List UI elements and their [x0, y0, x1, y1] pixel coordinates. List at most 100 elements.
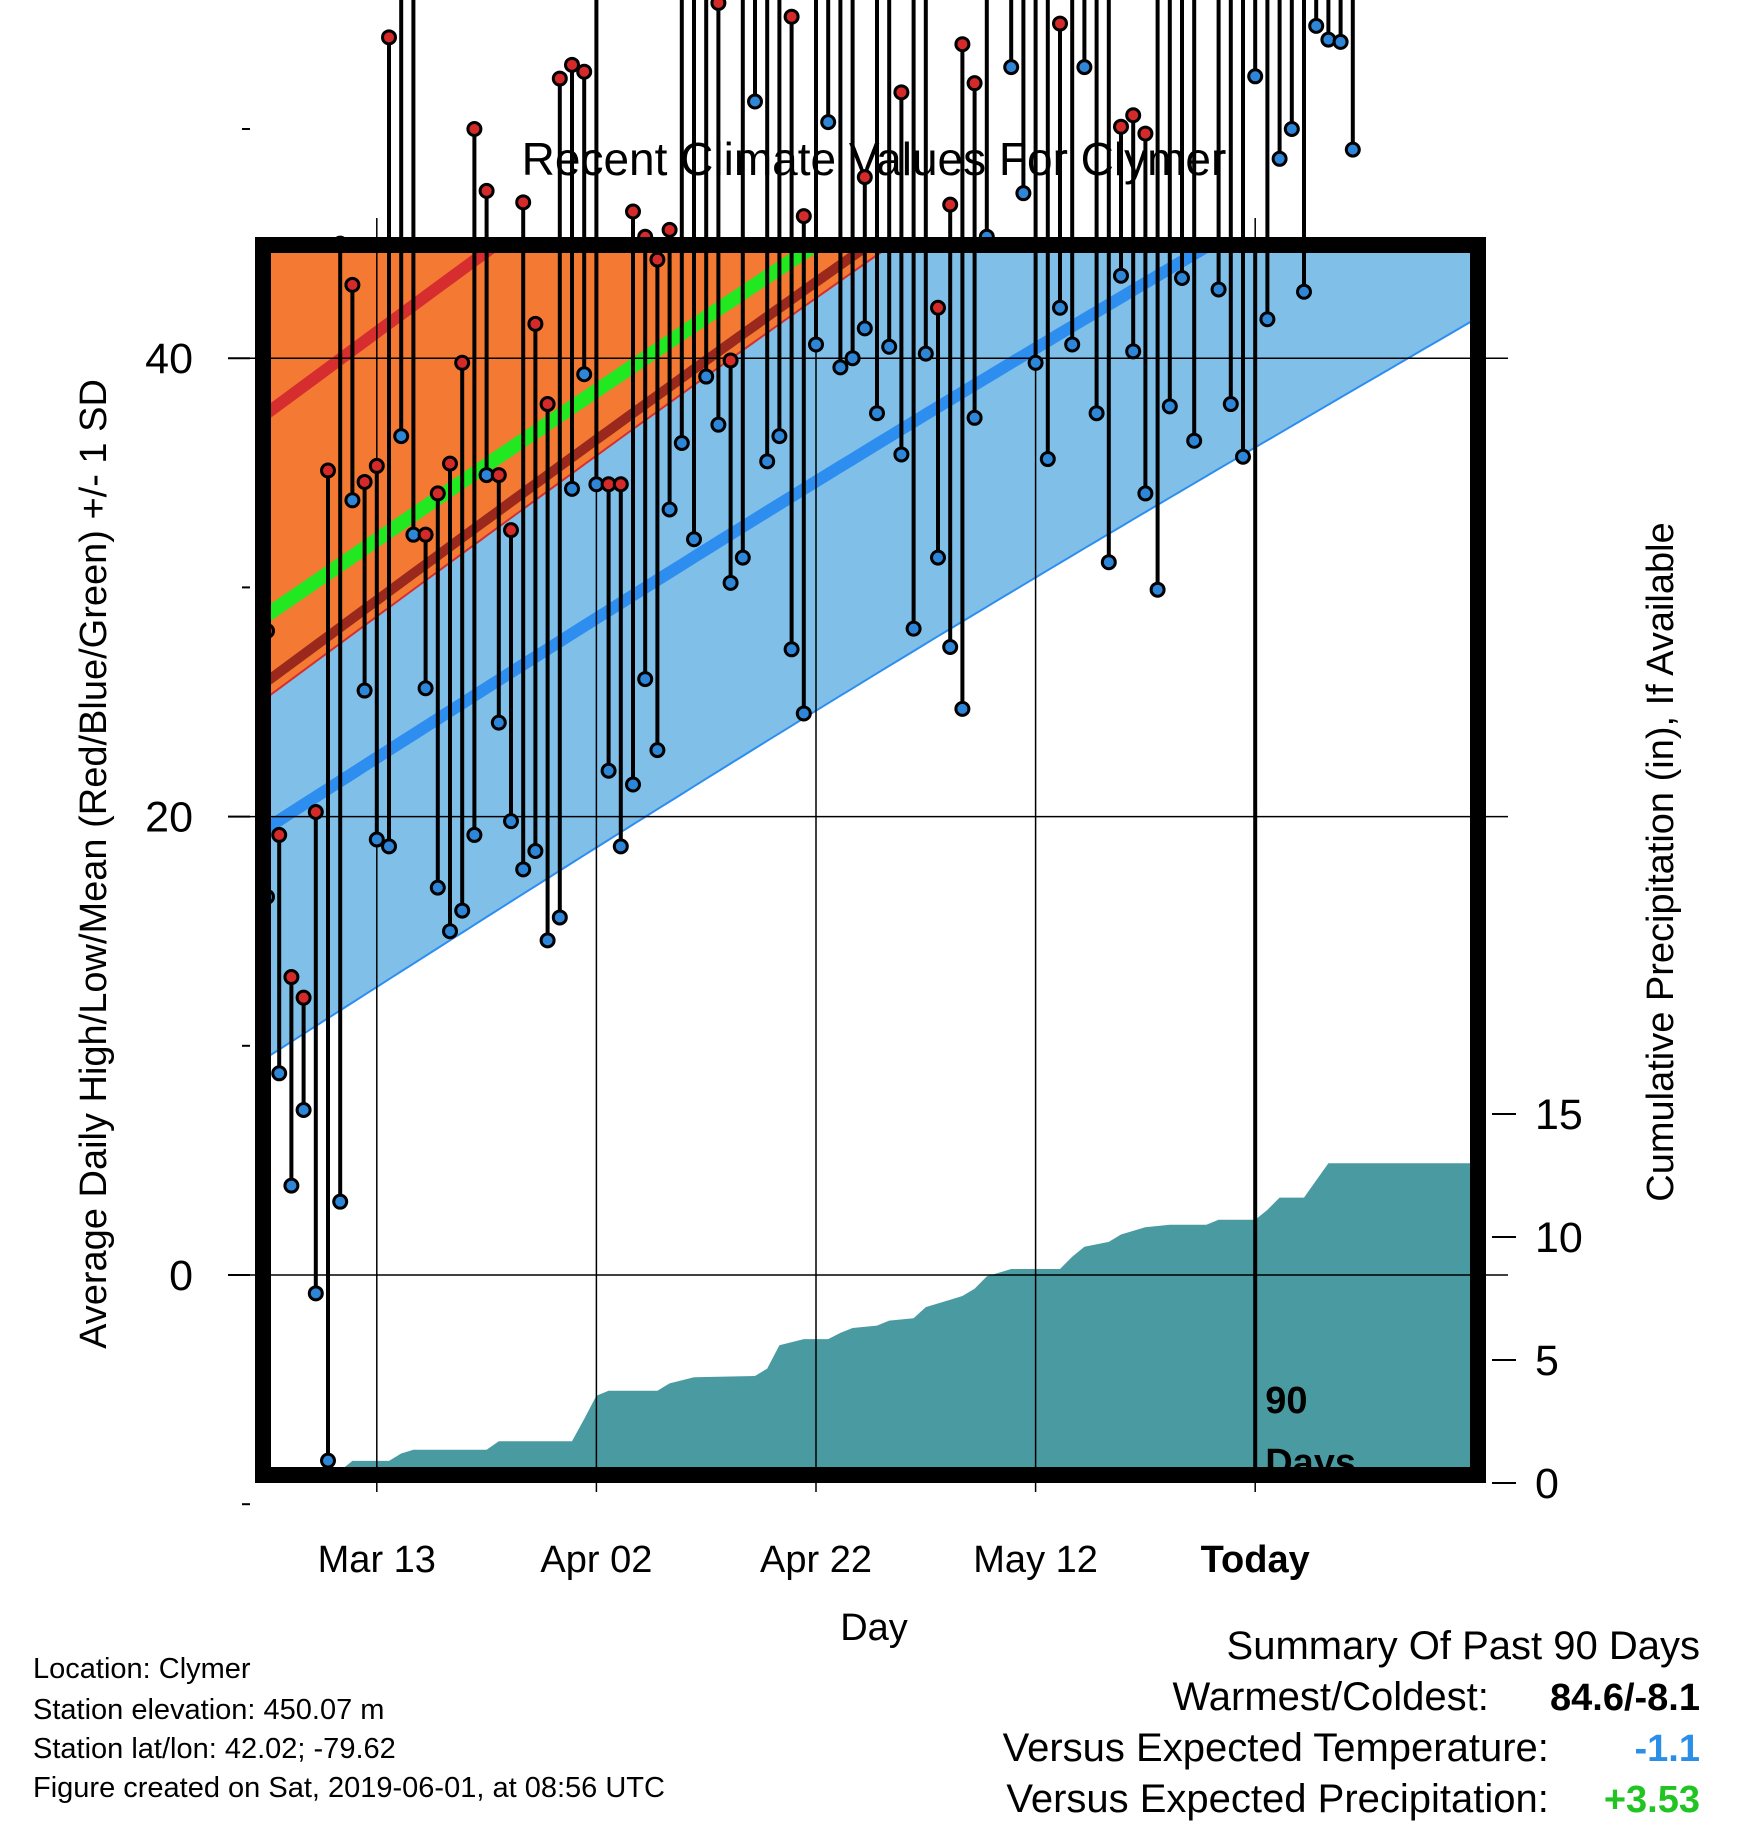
obs-high-dot	[564, 56, 580, 73]
obs-high-dot	[954, 36, 971, 53]
obs-low-dot	[356, 682, 373, 699]
obs-low-dot	[747, 93, 763, 110]
obs-low-dot	[734, 549, 751, 566]
obs-low-dot	[1113, 267, 1129, 284]
obs-low-dot	[759, 453, 776, 470]
obs-low-dot	[1100, 554, 1117, 571]
obs-low-dot	[1308, 17, 1325, 34]
high-band-edge	[264, 245, 878, 686]
obs-low-dot	[808, 336, 824, 353]
station-elevation: Station elevation: 450.07 m	[33, 1694, 385, 1726]
obs-high-dot	[271, 826, 288, 843]
summary-precip-row: Versus Expected Precipitation: +3.53	[1006, 1779, 1700, 1819]
obs-low-dot	[393, 428, 410, 445]
y-right-tick-label: 0	[1535, 1460, 1559, 1508]
obs-high-dot	[930, 299, 946, 316]
obs-high-dot	[966, 75, 983, 92]
obs-high-dot	[710, 0, 727, 11]
obs-high-dot	[795, 208, 812, 225]
grid-layer	[228, 218, 1508, 1492]
obs-high-dot	[417, 526, 434, 543]
obs-low-dot	[771, 428, 788, 445]
obs-high-dot	[551, 70, 568, 87]
obs-low-dot	[1064, 336, 1081, 353]
obs-low-dot	[1039, 451, 1056, 468]
obs-low-dot	[1161, 398, 1178, 415]
obs-high-dot	[649, 251, 666, 268]
obs-low-dot	[1137, 485, 1154, 502]
obs-low-dot	[722, 574, 739, 591]
obs-low-dot	[686, 531, 702, 548]
obs-low-dot	[466, 826, 483, 843]
obs-low-dot	[344, 492, 361, 509]
obs-high-dot	[429, 485, 446, 502]
obs-low-dot	[1344, 141, 1361, 158]
obs-low-dot	[673, 435, 690, 452]
obs-low-dot	[283, 1177, 300, 1194]
obs-low-dot	[454, 902, 471, 919]
obs-high-dot	[539, 396, 556, 413]
obs-high-dot	[356, 473, 373, 490]
obs-high-dot	[783, 8, 800, 25]
summary-title: Summary Of Past 90 Days	[1226, 1624, 1700, 1668]
obs-low-dot	[832, 359, 849, 376]
obs-high-dot	[442, 455, 458, 472]
obs-low-dot	[503, 813, 519, 830]
observations-layer	[259, 0, 1361, 1469]
obs-high-dot	[722, 352, 739, 369]
obs-low-dot	[576, 366, 593, 383]
summary-temp-row: Versus Expected Temperature: -1.1	[1003, 1728, 1700, 1768]
obs-high-dot	[368, 457, 385, 474]
obs-low-dot	[930, 549, 946, 566]
obs-low-dot	[625, 776, 641, 793]
obs-low-dot	[856, 320, 873, 337]
obs-high-dot	[515, 194, 532, 211]
summary-warmest-row: Warmest/Coldest: 84.6/-8.1	[1173, 1677, 1701, 1717]
x-tick-label: May 12	[973, 1539, 1098, 1581]
obs-low-dot	[551, 909, 568, 926]
obs-low-dot	[710, 416, 727, 433]
obs-low-dot	[564, 480, 580, 497]
summary-temp-label: Versus Expected Temperature:	[1002, 1726, 1549, 1770]
obs-high-dot	[454, 354, 471, 371]
obs-low-dot	[698, 368, 715, 385]
obs-low-dot	[844, 350, 861, 367]
obs-low-dot	[1076, 59, 1093, 76]
obs-low-dot	[600, 762, 617, 779]
x-tick-label: Mar 13	[318, 1539, 436, 1581]
obs-low-dot	[295, 1101, 312, 1118]
y-left-tick-label: 40	[145, 335, 193, 383]
obs-low-dot	[612, 838, 629, 855]
obs-high-dot	[283, 969, 300, 986]
obs-low-dot	[1283, 121, 1300, 137]
obs-low-dot	[307, 1285, 324, 1302]
obs-low-dot	[1174, 269, 1190, 286]
summary-warmest-label: Warmest/Coldest:	[1172, 1675, 1489, 1719]
obs-low-dot	[1027, 354, 1044, 371]
obs-low-dot	[442, 923, 458, 940]
obs-high-dot	[381, 29, 397, 46]
y-right-tick-label: 5	[1535, 1337, 1559, 1385]
obs-low-dot	[783, 641, 800, 658]
obs-low-dot	[1088, 405, 1105, 422]
obs-low-dot	[1003, 59, 1020, 76]
obs-low-dot	[966, 409, 983, 426]
obs-low-dot	[1235, 448, 1251, 465]
obs-low-dot	[271, 1065, 288, 1082]
high-mean-line	[263, 245, 506, 419]
obs-high-dot	[307, 804, 324, 821]
obs-low-dot	[1210, 281, 1227, 298]
obs-high-dot	[344, 276, 361, 293]
obs-low-dot	[881, 338, 898, 355]
obs-low-dot	[1015, 185, 1032, 202]
y-axis-left-label: Average Daily High/Low/Mean (Red/Blue/Gr…	[73, 379, 115, 1349]
mean-line	[263, 245, 829, 621]
obs-low-dot	[869, 405, 885, 422]
obs-low-dot	[539, 932, 556, 949]
obs-low-dot	[1222, 396, 1239, 413]
obs-high-dot	[625, 203, 641, 220]
obs-low-dot	[905, 620, 922, 637]
obs-low-dot	[893, 446, 910, 463]
obs-low-dot	[795, 705, 812, 722]
